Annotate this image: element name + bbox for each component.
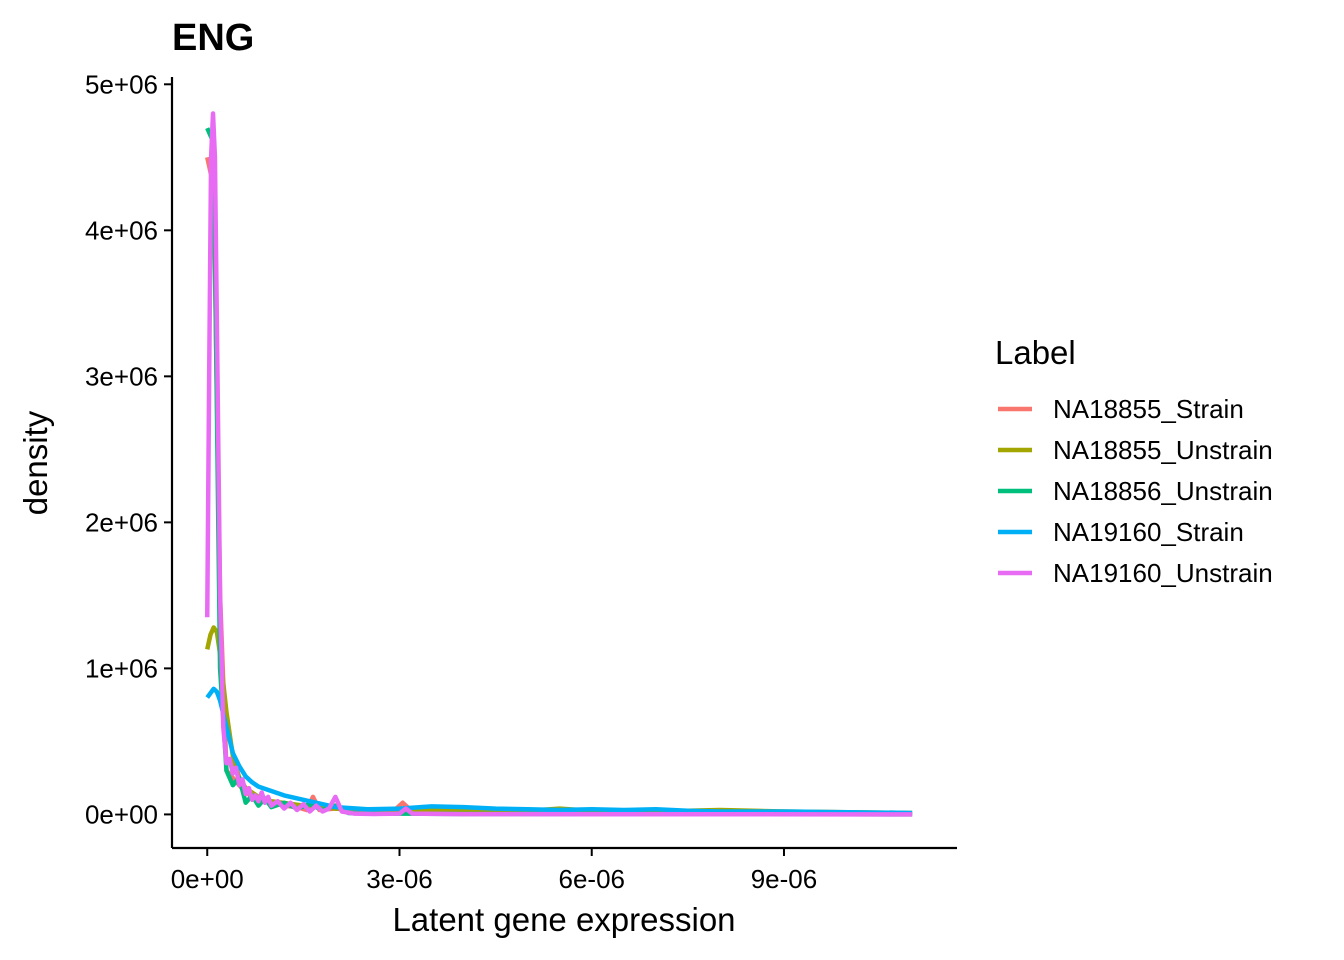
- y-tick-label: 3e+06: [85, 361, 158, 391]
- y-tick-label: 1e+06: [85, 653, 158, 683]
- series-line-na19160-unstrain: [204, 111, 913, 817]
- y-tick-label: 5e+06: [85, 69, 158, 99]
- legend-title: Label: [995, 334, 1076, 371]
- x-axis-label: Latent gene expression: [392, 901, 735, 938]
- x-tick-label: 3e-06: [366, 864, 433, 894]
- series-lines: [204, 111, 913, 817]
- legend-label: NA18855_Unstrain: [1053, 435, 1273, 465]
- series-line-na19160-strain: [205, 686, 913, 816]
- x-tick-label: 9e-06: [751, 864, 818, 894]
- y-ticks: 0e+00 1e+06 2e+06 3e+06 4e+06 5e+06: [85, 69, 172, 829]
- legend-label: NA18855_Strain: [1053, 394, 1244, 424]
- x-tick-label: 0e+00: [171, 864, 244, 894]
- y-tick-label: 0e+00: [85, 799, 158, 829]
- legend-label: NA19160_Strain: [1053, 517, 1244, 547]
- plot-area: 0e+00 1e+06 2e+06 3e+06 4e+06 5e+06 0e+00 3e-0…: [85, 69, 957, 894]
- legend-items: NA18855_Strain NA18855_Unstrain NA18856_Un…: [998, 394, 1273, 588]
- legend-label: NA18856_Unstrain: [1053, 476, 1273, 506]
- y-tick-label: 4e+06: [85, 215, 158, 245]
- y-tick-label: 2e+06: [85, 507, 158, 537]
- chart-title: ENG: [172, 17, 254, 59]
- x-ticks: 0e+00 3e-06 6e-06 9e-06: [171, 848, 818, 894]
- series-line-na18855-unstrain: [205, 625, 913, 816]
- series-line-na18856-unstrain: [205, 127, 913, 817]
- legend-label: NA19160_Unstrain: [1053, 558, 1273, 588]
- legend: Label NA18855_StrainNA18855_UnstrainNA18…: [995, 334, 1273, 588]
- x-tick-label: 6e-06: [558, 864, 625, 894]
- series-line-na18855-strain: [205, 156, 913, 816]
- y-axis-label: density: [17, 410, 54, 515]
